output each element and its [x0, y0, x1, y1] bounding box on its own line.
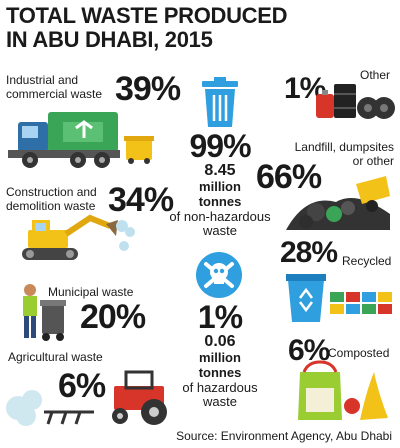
hazardous-unit: million — [199, 350, 241, 365]
landfill-value: 66% — [256, 158, 322, 196]
hazardous-amount: 0.06 — [204, 333, 236, 350]
compost-bag-icon — [298, 360, 388, 420]
other-label: Other — [360, 68, 391, 82]
construction-value: 34% — [108, 181, 174, 219]
bin-icon — [124, 136, 154, 164]
non-hazardous-desc2: waste — [203, 223, 237, 238]
title-line-1: TOTAL WASTE PRODUCED — [6, 3, 288, 28]
hazardous-pct: 1% — [197, 299, 243, 335]
barrels-icon — [316, 84, 395, 119]
recycled-value: 28% — [280, 236, 338, 269]
non-hazardous-unit2: tonnes — [198, 194, 242, 209]
non-hazardous-desc1: of non-hazardous — [169, 209, 271, 224]
municipal-label: Municipal waste — [48, 285, 134, 299]
non-hazardous-amount: 8.45 — [204, 162, 236, 179]
construction-label: Construction and demolition waste — [6, 185, 97, 213]
composted-value: 6% — [288, 334, 330, 367]
hazardous-desc1: of hazardous — [182, 380, 258, 395]
landfill-label: Landfill, dumpsites or other — [294, 140, 394, 168]
composted-label: Composted — [328, 346, 390, 360]
landfill-icon — [286, 176, 390, 230]
non-hazardous-unit: million — [199, 179, 241, 194]
non-hazardous-pct: 99% — [189, 128, 251, 164]
worker-icon — [23, 284, 66, 341]
excavator-icon — [22, 214, 135, 260]
municipal-value: 20% — [80, 298, 146, 336]
source-note: Source: Environment Agency, Abu Dhabi — [176, 429, 392, 443]
truck-icon — [8, 112, 120, 168]
page-title: TOTAL WASTE PRODUCED IN ABU DHABI, 2015 — [6, 3, 288, 52]
title-line-2: IN ABU DHABI, 2015 — [6, 27, 213, 52]
hazardous-unit2: tonnes — [198, 365, 242, 380]
agricultural-value: 6% — [58, 367, 106, 405]
tractor-icon — [6, 370, 167, 426]
recycle-bin-icon — [286, 274, 392, 322]
skull-icon — [196, 252, 242, 298]
hazardous-desc2: waste — [203, 394, 237, 409]
agricultural-label: Agricultural waste — [8, 350, 103, 364]
trash-can-icon — [202, 77, 238, 127]
industrial-label: Industrial and commercial waste — [6, 73, 103, 101]
industrial-value: 39% — [115, 70, 181, 108]
recycled-label: Recycled — [342, 254, 392, 268]
